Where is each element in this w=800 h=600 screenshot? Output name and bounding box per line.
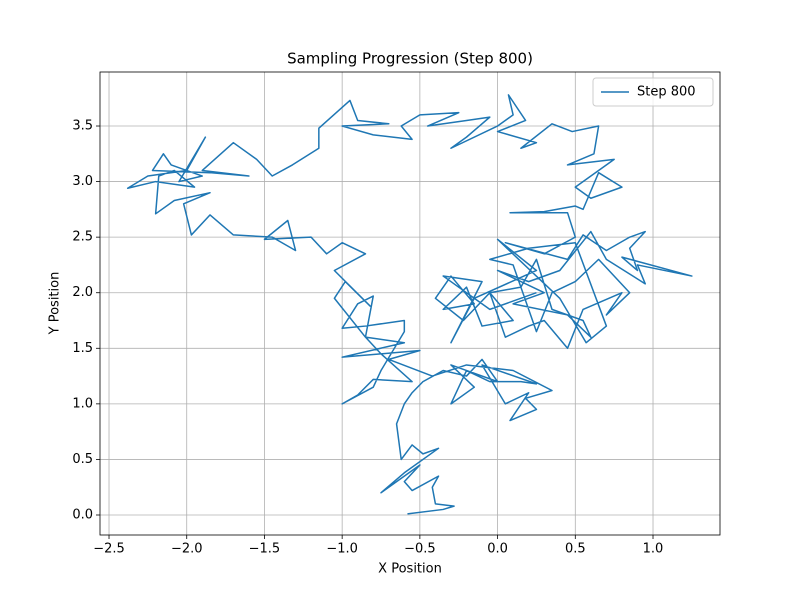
x-tick-label: −1.0 — [326, 542, 358, 557]
x-tick-label: −2.5 — [93, 542, 125, 557]
y-tick-label: 2.0 — [72, 285, 93, 300]
x-axis-label: X Position — [378, 562, 442, 577]
x-tick-label: −0.5 — [404, 542, 436, 557]
x-tick-label: −2.0 — [171, 542, 203, 557]
x-tick-label: 0.5 — [565, 542, 586, 557]
y-tick-label: 0.5 — [72, 452, 93, 467]
x-tick-label: 1.0 — [643, 542, 664, 557]
y-tick-label: 3.5 — [72, 119, 93, 134]
axes-frame — [99, 71, 721, 536]
legend-box — [592, 77, 714, 107]
y-tick-label: 1.5 — [72, 341, 93, 356]
data-line — [126, 94, 693, 515]
y-tick-label: 2.5 — [72, 230, 93, 245]
legend-label: Step 800 — [637, 85, 696, 100]
legend: Step 800 — [592, 77, 714, 107]
x-tick-label: 0.0 — [487, 542, 508, 557]
chart-title: Sampling Progression (Step 800) — [287, 50, 533, 68]
x-tick-label: −1.5 — [249, 542, 281, 557]
y-tick-label: 0.0 — [72, 507, 93, 522]
y-axis-label: Y Position — [48, 272, 63, 336]
y-tick-label: 1.0 — [72, 396, 93, 411]
y-tick-label: 3.0 — [72, 174, 93, 189]
